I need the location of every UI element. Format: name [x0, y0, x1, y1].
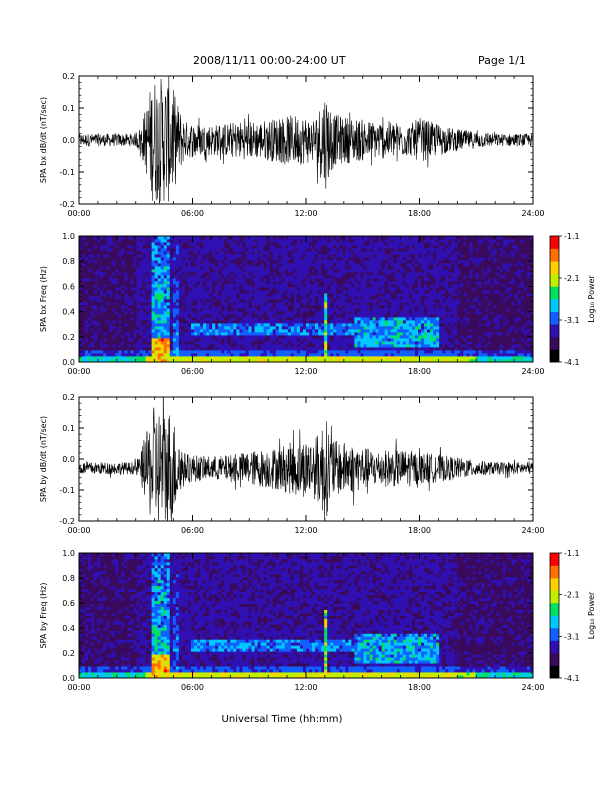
y-tick-label: -0.1	[59, 168, 75, 177]
x-tick-label: 00:00	[67, 367, 90, 376]
y-tick-label: 1.0	[62, 549, 75, 558]
y-tick-label: 0.2	[62, 333, 75, 342]
x-tick-label: 18:00	[408, 683, 431, 692]
y-tick-label: 0.6	[62, 599, 75, 608]
y-tick-label: -0.2	[59, 517, 75, 526]
x-tick-label: 06:00	[181, 683, 204, 692]
y-tick-label: 0.0	[62, 455, 75, 464]
y-tick-label: 0.1	[62, 104, 75, 113]
y-tick-label: 0.2	[62, 393, 75, 402]
colorbar	[549, 552, 562, 679]
colorbar-tick-label: -2.1	[564, 274, 580, 283]
y-tick-label: 1.0	[62, 232, 75, 241]
y-tick-label: 0.2	[62, 72, 75, 81]
x-tick-label: 06:00	[181, 209, 204, 218]
x-tick-label: 18:00	[408, 367, 431, 376]
y-tick-label: 0.6	[62, 282, 75, 291]
spectrogram-cells	[79, 236, 534, 363]
x-tick-label: 24:00	[521, 209, 544, 218]
x-tick-label: 00:00	[67, 209, 90, 218]
y-tick-label: 0.4	[62, 308, 75, 317]
colorbar-tick-label: -2.1	[564, 591, 580, 600]
colorbar-label: Log₁₀ Power	[587, 591, 596, 639]
y-tick-label: 0.1	[62, 424, 75, 433]
colorbar-tick-label: -4.1	[564, 358, 580, 367]
colorbar-tick-label: -3.1	[564, 316, 580, 325]
x-tick-label: 24:00	[521, 683, 544, 692]
y-axis-label: SPA by Freq (Hz)	[39, 583, 48, 649]
x-tick-label: 24:00	[521, 367, 544, 376]
colorbar-label: Log₁₀ Power	[587, 275, 596, 323]
colorbar-tick-label: -4.1	[564, 674, 580, 683]
x-tick-label: 24:00	[521, 526, 544, 535]
x-tick-label: 00:00	[67, 526, 90, 535]
page-number: Page 1/1	[478, 54, 526, 67]
colorbar	[549, 235, 562, 363]
x-tick-label: 06:00	[181, 526, 204, 535]
x-tick-label: 12:00	[294, 367, 317, 376]
x-axis-label: Universal Time (hh:mm)	[222, 714, 343, 725]
x-tick-label: 12:00	[294, 209, 317, 218]
panel-3	[78, 396, 534, 522]
y-axis-label: SPA by dB/dt (nT/sec)	[39, 416, 48, 502]
colorbar-tick-label: -3.1	[564, 632, 580, 641]
x-tick-label: 06:00	[181, 367, 204, 376]
waveform-trace	[79, 397, 533, 521]
y-tick-label: 0.4	[62, 624, 75, 633]
y-tick-label: 0.2	[62, 649, 75, 658]
y-tick-label: 0.0	[62, 136, 75, 145]
x-tick-label: 12:00	[294, 526, 317, 535]
y-axis-label: SPA bx dB/dt (nT/sec)	[39, 97, 48, 183]
y-tick-label: 0.0	[62, 674, 75, 683]
x-tick-label: 00:00	[67, 683, 90, 692]
panel-2	[78, 235, 562, 363]
y-tick-label: -0.1	[59, 486, 75, 495]
panel-4	[78, 552, 562, 679]
colorbar-tick-label: -1.1	[564, 232, 580, 241]
x-tick-label: 18:00	[408, 526, 431, 535]
spectrogram-cells	[79, 553, 534, 679]
page-title: 2008/11/11 00:00-24:00 UT	[193, 54, 346, 67]
y-tick-label: 0.8	[62, 257, 75, 266]
panel-1	[78, 75, 534, 205]
y-tick-label: 0.0	[62, 358, 75, 367]
colorbar-tick-label: -1.1	[564, 549, 580, 558]
x-tick-label: 18:00	[408, 209, 431, 218]
waveform-trace	[79, 76, 533, 204]
x-tick-label: 12:00	[294, 683, 317, 692]
y-axis-label: SPA bx Freq (Hz)	[39, 266, 48, 332]
y-tick-label: 0.8	[62, 574, 75, 583]
y-tick-label: -0.2	[59, 200, 75, 209]
